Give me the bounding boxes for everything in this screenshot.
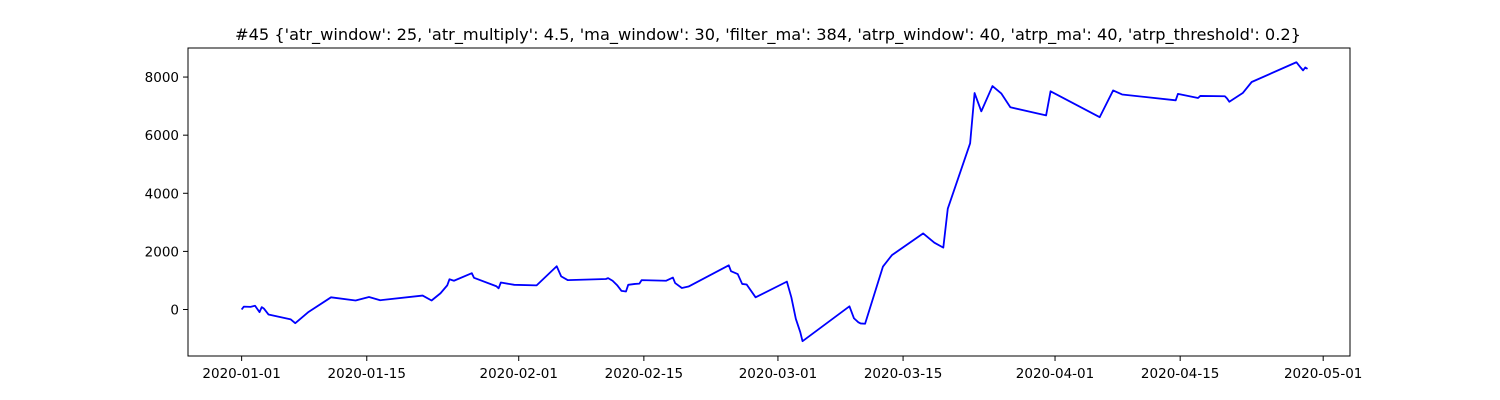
y-tick-label: 2000 xyxy=(145,244,179,260)
series-line-0 xyxy=(240,61,1309,343)
x-tick-label: 2020-05-01 xyxy=(1284,366,1362,382)
y-tick-label: 0 xyxy=(170,303,179,319)
x-tick-label: 2020-01-15 xyxy=(328,366,406,382)
y-tick-label: 8000 xyxy=(145,70,179,86)
x-tick-label: 2020-03-15 xyxy=(864,366,942,382)
plot-frame xyxy=(187,47,1351,357)
x-tick-label: 2020-04-15 xyxy=(1141,366,1219,382)
plot-area xyxy=(240,61,1309,343)
x-tick-label: 2020-01-01 xyxy=(202,366,280,382)
x-tick-label: 2020-02-15 xyxy=(605,366,683,382)
x-tick-label: 2020-02-01 xyxy=(479,366,557,382)
y-tick-label: 6000 xyxy=(145,128,179,144)
axes: 2020-01-01 2020-01-15 2020-02-01 2020-02-15… xyxy=(145,47,1362,382)
y-tick-label: 4000 xyxy=(145,186,179,202)
x-tick-label: 2020-03-01 xyxy=(739,366,817,382)
chart-title: #45 {'atr_window': 25, 'atr_multiply': 4… xyxy=(235,25,1301,45)
x-tick-label: 2020-04-01 xyxy=(1016,366,1094,382)
